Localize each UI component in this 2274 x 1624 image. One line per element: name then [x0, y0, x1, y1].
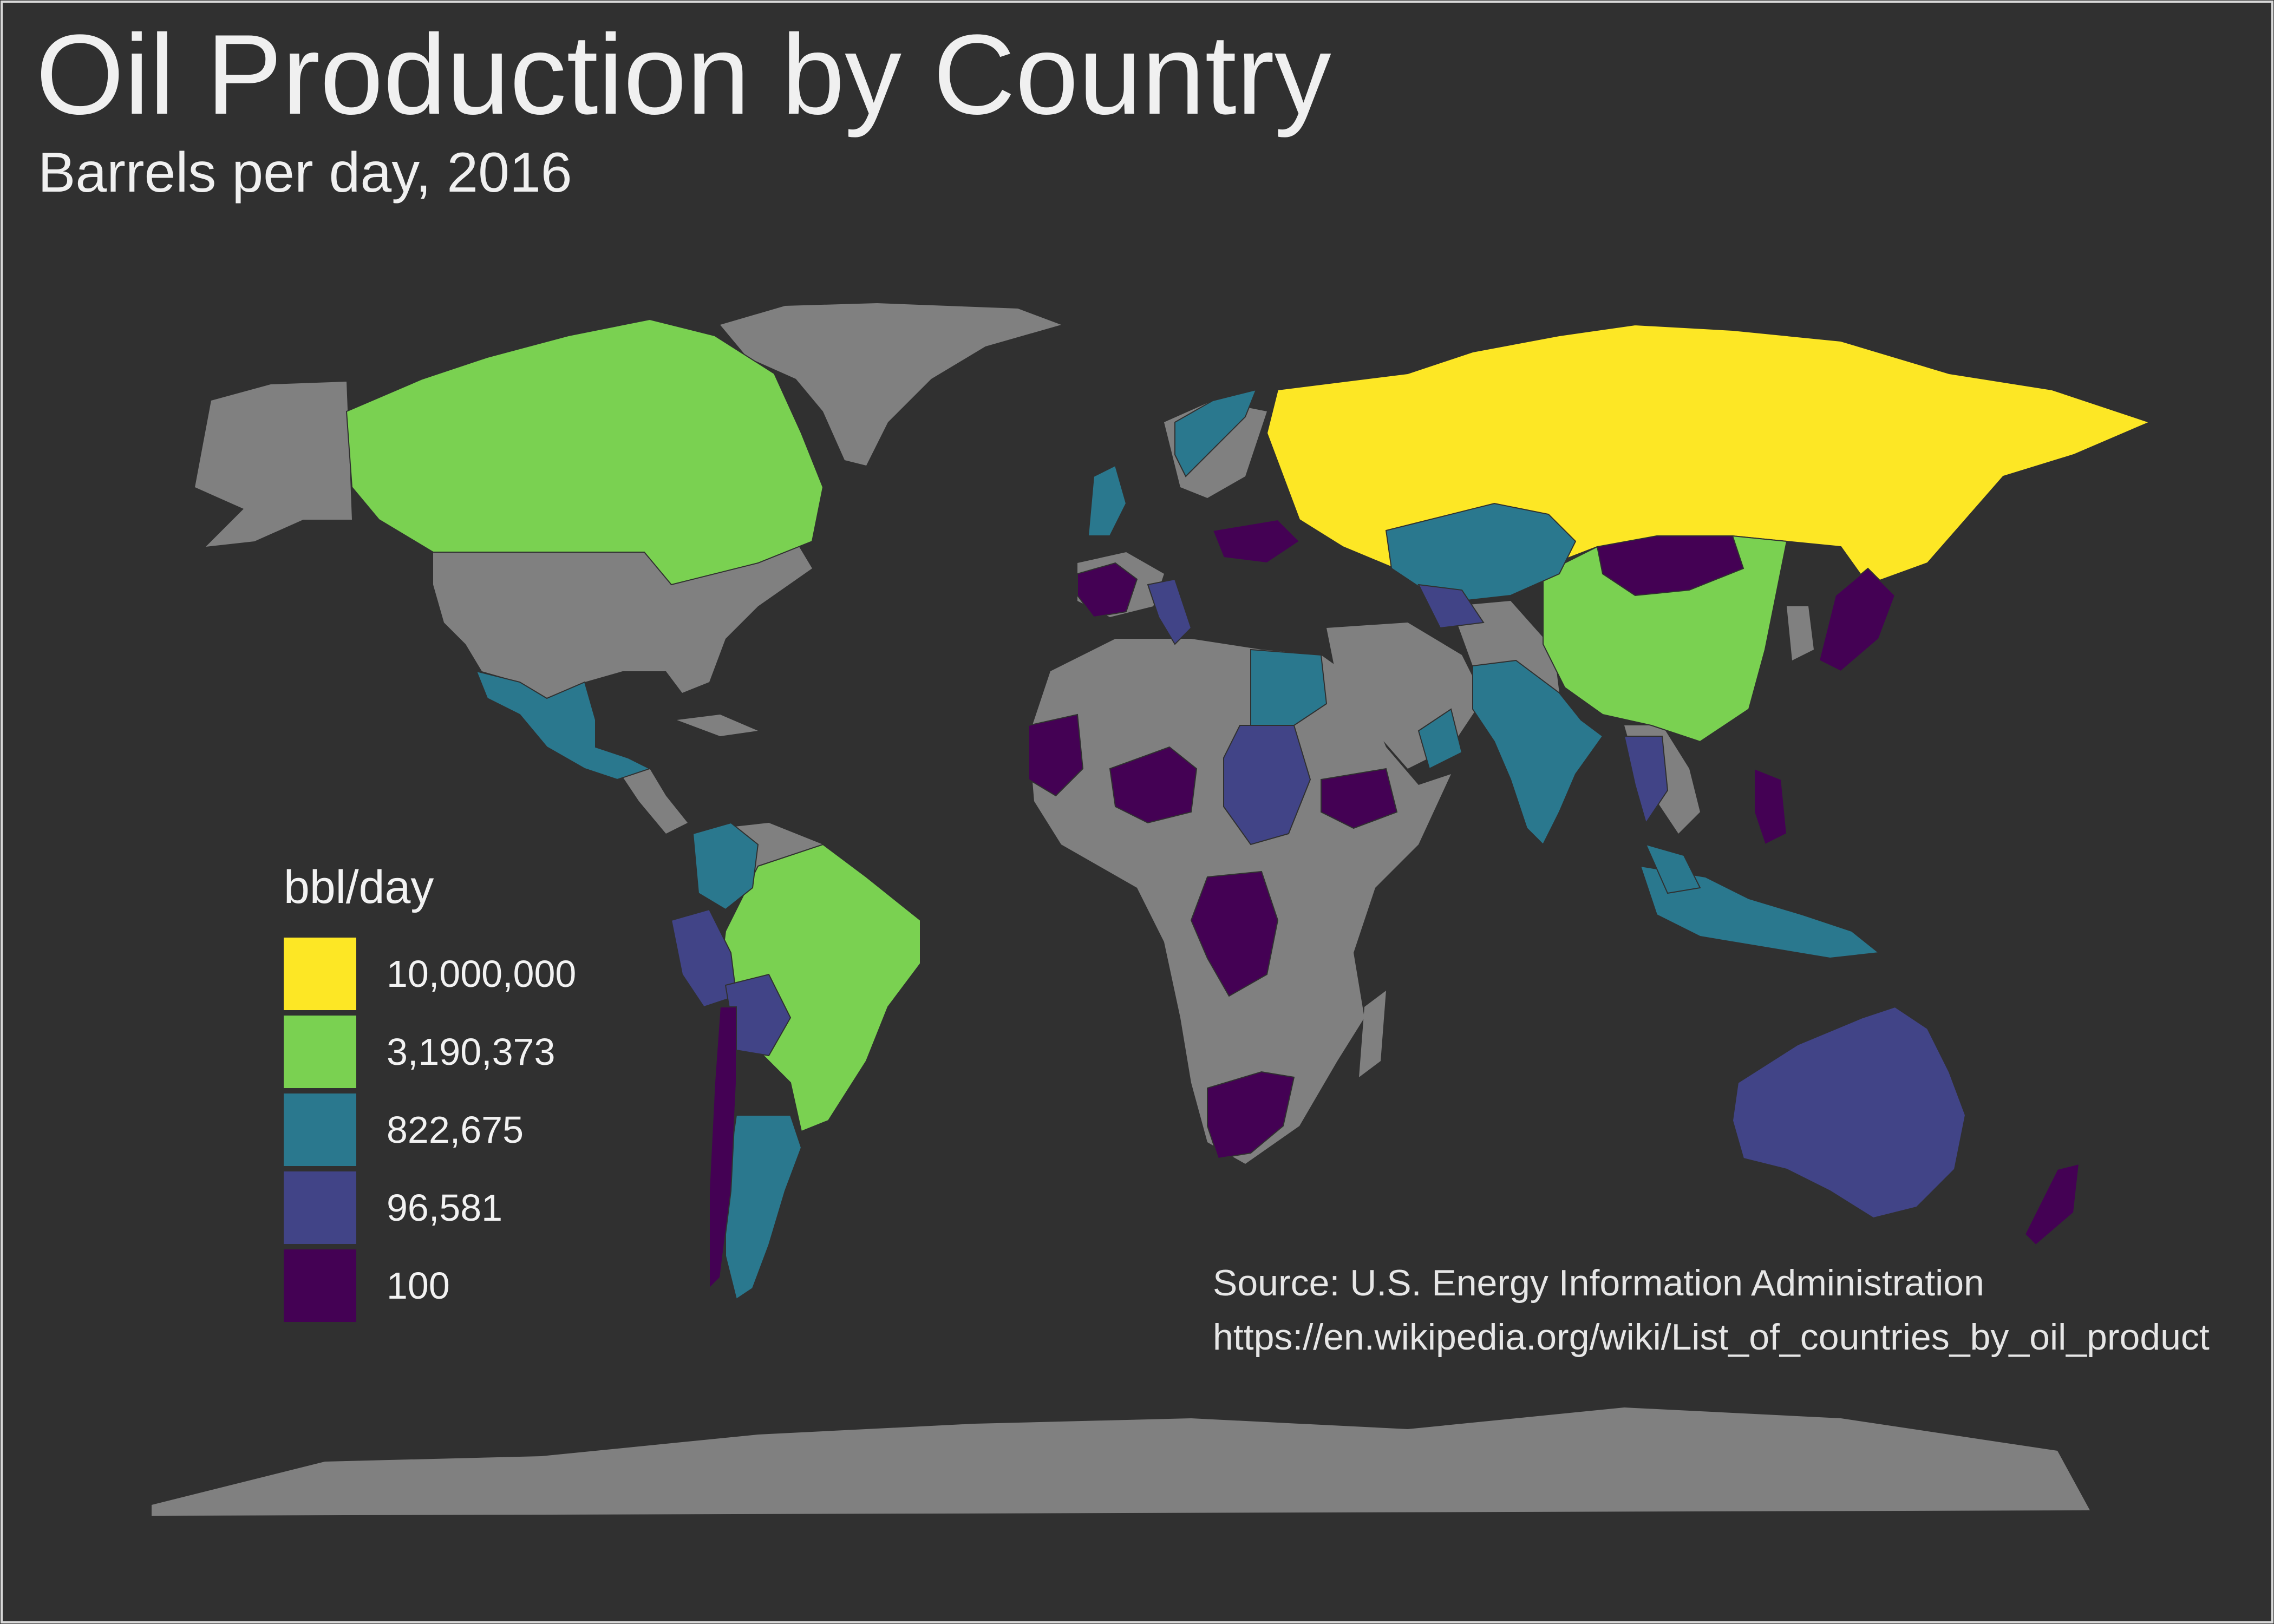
legend-swatch	[284, 1171, 356, 1244]
country-canada	[345, 318, 824, 586]
country-australia	[1731, 1006, 1966, 1219]
country-norway	[1174, 389, 1257, 477]
country-indonesia	[1639, 865, 1880, 959]
legend-item: 3,190,373	[284, 1013, 576, 1091]
country-mauritania	[1028, 713, 1084, 797]
country-mexico	[475, 670, 651, 781]
country-new-zealand	[2024, 1163, 2080, 1246]
country-sudan	[1223, 725, 1311, 846]
legend: bbl/day 10,000,000 3,190,373 822,675 96,…	[284, 861, 576, 1325]
legend-label: 96,581	[387, 1187, 503, 1229]
country-india	[1472, 659, 1604, 846]
country-egypt	[1250, 649, 1328, 726]
country-italy	[1147, 578, 1192, 645]
legend-swatch	[284, 938, 356, 1010]
country-colombia	[692, 822, 759, 911]
legend-item: 96,581	[284, 1169, 576, 1247]
page-subtitle: Barrels per day, 2016	[38, 141, 572, 204]
legend-swatch	[284, 1016, 356, 1088]
country-dem-rep-congo	[1190, 870, 1279, 997]
land-greenland	[720, 303, 1061, 466]
country-philippines	[1754, 768, 1788, 846]
legend-label: 822,675	[387, 1109, 524, 1151]
country-malaysia	[1645, 843, 1701, 894]
country-france	[1077, 562, 1138, 618]
source-url: https://en.wikipedia.org/wiki/List_of_co…	[1213, 1317, 2210, 1358]
legend-label: 100	[387, 1265, 450, 1307]
page-title: Oil Production by Country	[36, 11, 1331, 138]
country-chile	[709, 1006, 737, 1290]
land-usa	[433, 541, 812, 698]
country-kazakhstan	[1385, 502, 1577, 602]
land-cuba-caribbean	[677, 715, 758, 736]
source-caption: Source: U.S. Energy Information Administ…	[1213, 1256, 2210, 1364]
legend-item: 100	[284, 1247, 576, 1325]
country-thailand	[1623, 736, 1669, 824]
country-japan	[1818, 567, 1896, 672]
country-south-africa	[1207, 1071, 1295, 1160]
country-turkmenistan	[1417, 584, 1485, 629]
country-niger	[1109, 746, 1198, 824]
country-mongolia	[1596, 535, 1744, 597]
legend-title: bbl/day	[284, 861, 434, 913]
legend-item: 822,675	[284, 1091, 576, 1169]
land-madagascar	[1359, 991, 1386, 1077]
land-antarctica	[152, 1407, 2090, 1516]
legend-swatch	[284, 1249, 356, 1322]
land-central-america	[617, 769, 688, 834]
country-united-kingdom	[1087, 464, 1127, 536]
land-alaska	[195, 382, 352, 547]
legend-item: 10,000,000	[284, 935, 576, 1013]
legend-swatch	[284, 1093, 356, 1166]
legend-label: 3,190,373	[387, 1031, 556, 1073]
country-ukraine	[1212, 519, 1301, 564]
source-text: Source: U.S. Energy Information Administ…	[1213, 1262, 1984, 1304]
legend-label: 10,000,000	[387, 953, 577, 995]
land-korea-misc	[1787, 606, 1814, 660]
country-oman	[1417, 708, 1463, 770]
country-ethiopia	[1321, 768, 1398, 829]
country-argentina	[725, 1115, 802, 1300]
